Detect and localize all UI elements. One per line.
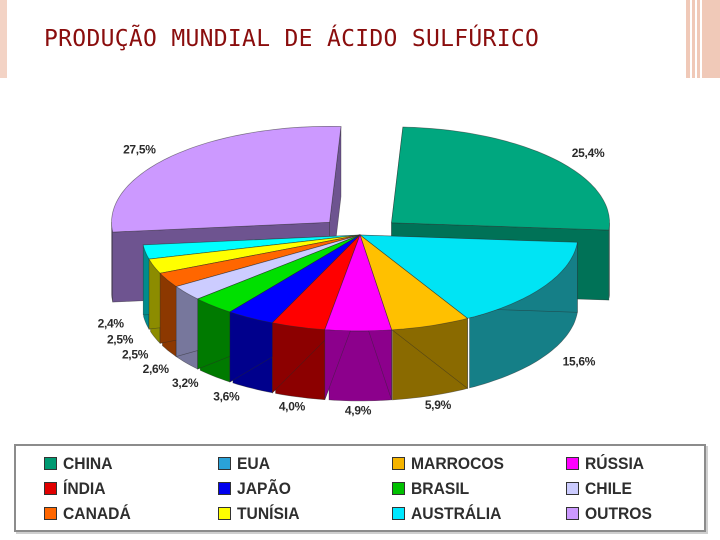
pie-chart: 25,4%15,6%5,9%4,9%4,0%3,6%3,2%2,6%2,5%2,… xyxy=(98,125,610,418)
right-accent-bars xyxy=(686,0,720,78)
legend-item-outros: OUTROS xyxy=(566,501,706,526)
data-label-india: 4,0% xyxy=(279,399,306,413)
legend-label-brasil: BRASIL xyxy=(411,478,470,498)
data-label-brasil: 3,2% xyxy=(172,376,199,390)
legend-label-outros: OUTROS xyxy=(585,503,652,523)
legend-item-india: ÍNDIA xyxy=(44,476,218,501)
data-label-tunisia: 2,5% xyxy=(107,332,134,346)
legend-swatch-japao xyxy=(218,482,231,495)
data-label-china: 25,4% xyxy=(572,146,605,160)
legend-swatch-india xyxy=(44,482,57,495)
data-label-russia: 4,9% xyxy=(345,404,372,418)
legend-item-china: CHINA xyxy=(44,451,218,476)
legend-swatch-marrocos xyxy=(392,457,405,470)
legend-label-india: ÍNDIA xyxy=(63,478,106,498)
data-label-eua: 15,6% xyxy=(563,355,596,369)
legend-item-japao: JAPÃO xyxy=(218,476,392,501)
legend-swatch-russia xyxy=(566,457,579,470)
legend-label-tunisia: TUNÍSIA xyxy=(237,503,300,523)
legend-label-australia: AUSTRÁLIA xyxy=(411,503,502,523)
legend-item-marrocos: MARROCOS xyxy=(392,451,566,476)
legend-swatch-canada xyxy=(44,507,57,520)
legend-item-chile: CHILE xyxy=(566,476,706,501)
legend-swatch-china xyxy=(44,457,57,470)
data-label-chile: 2,6% xyxy=(143,362,170,376)
legend-grid: CHINA EUA MARROCOS RÚSSIA ÍNDIA JAPÃO BRASIL CH… xyxy=(44,451,696,526)
chart-legend: CHINA EUA MARROCOS RÚSSIA ÍNDIA JAPÃO BRASIL CH… xyxy=(14,444,706,532)
legend-swatch-chile xyxy=(566,482,579,495)
legend-swatch-australia xyxy=(392,507,405,520)
slide-title: PRODUÇÃO MUNDIAL DE ÁCIDO SULFÚRICO xyxy=(44,26,540,52)
data-label-japao: 3,6% xyxy=(213,389,240,403)
legend-item-tunisia: TUNÍSIA xyxy=(218,501,392,526)
legend-swatch-brasil xyxy=(392,482,405,495)
legend-swatch-outros xyxy=(566,507,579,520)
legend-item-canada: CANADÁ xyxy=(44,501,218,526)
legend-item-eua: EUA xyxy=(218,451,392,476)
left-accent-bar xyxy=(0,0,7,78)
legend-item-russia: RÚSSIA xyxy=(566,451,706,476)
legend-label-russia: RÚSSIA xyxy=(585,453,645,473)
legend-label-canada: CANADÁ xyxy=(63,503,131,523)
legend-swatch-tunisia xyxy=(218,507,231,520)
legend-label-chile: CHILE xyxy=(585,478,632,498)
legend-label-china: CHINA xyxy=(63,453,113,473)
legend-item-australia: AUSTRÁLIA xyxy=(392,501,566,526)
legend-item-brasil: BRASIL xyxy=(392,476,566,501)
legend-label-eua: EUA xyxy=(237,453,271,473)
legend-swatch-eua xyxy=(218,457,231,470)
pie-slice-russia xyxy=(324,233,393,402)
data-label-outros: 27,5% xyxy=(123,143,156,157)
data-label-canada: 2,5% xyxy=(122,348,149,362)
legend-label-japao: JAPÃO xyxy=(237,478,291,498)
data-label-marrocos: 5,9% xyxy=(425,398,452,412)
data-label-australia: 2,4% xyxy=(98,317,125,331)
legend-label-marrocos: MARROCOS xyxy=(411,453,504,473)
